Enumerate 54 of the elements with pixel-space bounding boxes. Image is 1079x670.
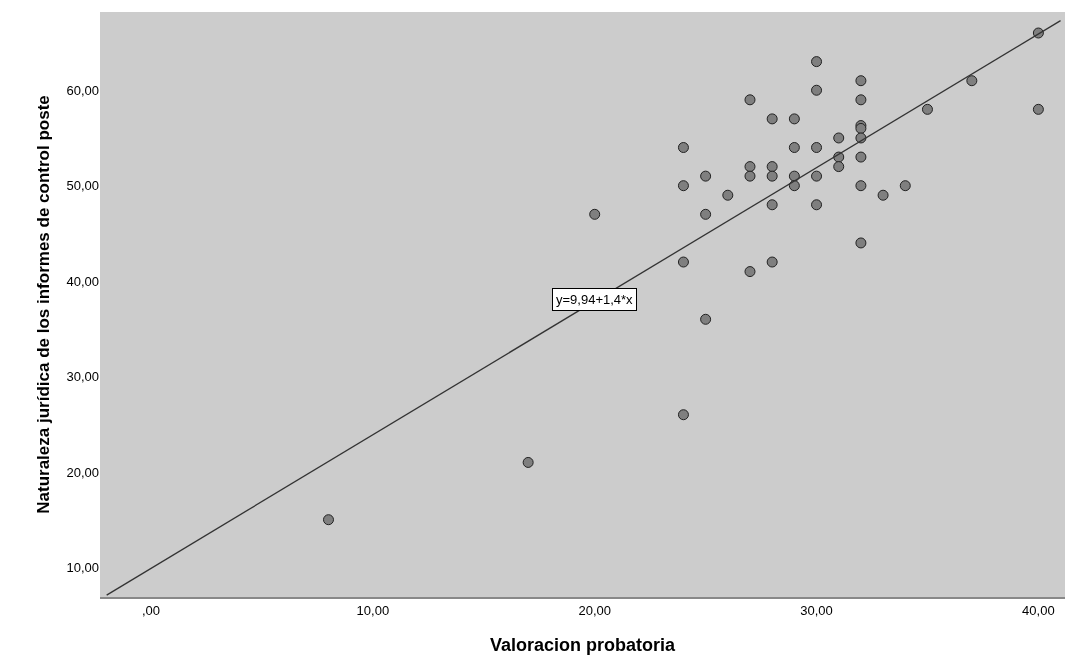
point xyxy=(811,142,823,154)
x-tick-label: ,00 xyxy=(141,602,161,618)
point xyxy=(766,256,778,268)
point xyxy=(677,256,689,268)
y-tick-label: 40,00 xyxy=(66,273,99,289)
x-tick-label: 20,00 xyxy=(578,602,611,618)
x-axis-title: Valoracion probatoria xyxy=(489,635,677,656)
point xyxy=(855,94,867,106)
point xyxy=(855,237,867,249)
point xyxy=(744,161,756,173)
point xyxy=(811,170,823,182)
point xyxy=(788,142,800,154)
point xyxy=(833,161,845,173)
point xyxy=(855,75,867,87)
point xyxy=(899,180,911,192)
point xyxy=(811,84,823,96)
x-tick-label: 10,00 xyxy=(356,602,390,618)
point xyxy=(722,189,734,201)
y-tick-label: 50,00 xyxy=(66,178,99,194)
x-tick-label: 30,00 xyxy=(800,602,833,618)
x-tick-label: 40,00 xyxy=(1022,602,1055,618)
point xyxy=(855,180,867,192)
y-tick-label: 10,00 xyxy=(66,559,99,575)
y-tick-label: 30,00 xyxy=(66,369,99,385)
y-tick-label: 60,00 xyxy=(66,82,99,98)
point xyxy=(766,199,778,211)
y-axis-title: Naturaleza jurídica de los informes de control poste xyxy=(34,95,53,514)
point xyxy=(766,113,778,125)
point xyxy=(589,208,601,220)
annotation: y=9,94+1,4*x xyxy=(556,292,634,307)
point xyxy=(1032,103,1044,115)
point xyxy=(677,180,689,192)
point xyxy=(833,132,845,144)
point xyxy=(877,189,889,201)
point xyxy=(766,170,778,182)
point xyxy=(744,94,756,106)
point xyxy=(700,313,712,325)
point xyxy=(811,199,823,211)
point xyxy=(921,103,933,115)
point xyxy=(966,75,978,87)
point xyxy=(744,170,756,182)
point xyxy=(677,142,689,154)
point xyxy=(700,170,712,182)
point xyxy=(677,409,689,421)
point xyxy=(788,180,800,192)
point xyxy=(744,266,756,278)
y-tick-label: 20,00 xyxy=(66,464,99,480)
point xyxy=(322,514,334,526)
point xyxy=(522,456,534,468)
point xyxy=(766,161,778,173)
point xyxy=(788,113,800,125)
point xyxy=(700,208,712,220)
point xyxy=(855,151,867,163)
point xyxy=(811,56,823,68)
